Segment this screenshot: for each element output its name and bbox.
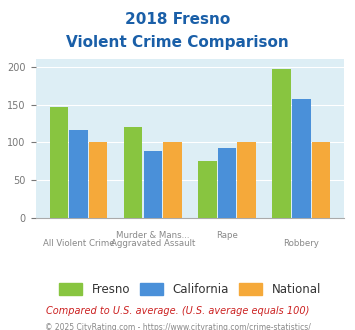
Text: © 2025 CityRating.com - https://www.cityrating.com/crime-statistics/: © 2025 CityRating.com - https://www.city… bbox=[45, 323, 310, 330]
Bar bbox=[312, 142, 330, 218]
Bar bbox=[50, 107, 68, 218]
Bar bbox=[69, 130, 88, 218]
Bar bbox=[163, 142, 182, 218]
Text: Compared to U.S. average. (U.S. average equals 100): Compared to U.S. average. (U.S. average … bbox=[46, 306, 309, 316]
Bar bbox=[89, 142, 108, 218]
Bar bbox=[143, 151, 162, 218]
Text: Robbery: Robbery bbox=[283, 239, 319, 248]
Text: Murder & Mans...: Murder & Mans... bbox=[116, 231, 190, 240]
Text: Rape: Rape bbox=[216, 231, 238, 240]
Legend: Fresno, California, National: Fresno, California, National bbox=[54, 278, 326, 301]
Bar bbox=[237, 142, 256, 218]
Text: 2018 Fresno: 2018 Fresno bbox=[125, 12, 230, 26]
Bar bbox=[218, 148, 236, 218]
Bar bbox=[124, 126, 142, 218]
Text: Violent Crime Comparison: Violent Crime Comparison bbox=[66, 35, 289, 50]
Bar bbox=[198, 161, 217, 218]
Bar bbox=[272, 69, 291, 218]
Bar bbox=[292, 99, 311, 218]
Text: Aggravated Assault: Aggravated Assault bbox=[111, 239, 195, 248]
Text: All Violent Crime: All Violent Crime bbox=[43, 239, 114, 248]
